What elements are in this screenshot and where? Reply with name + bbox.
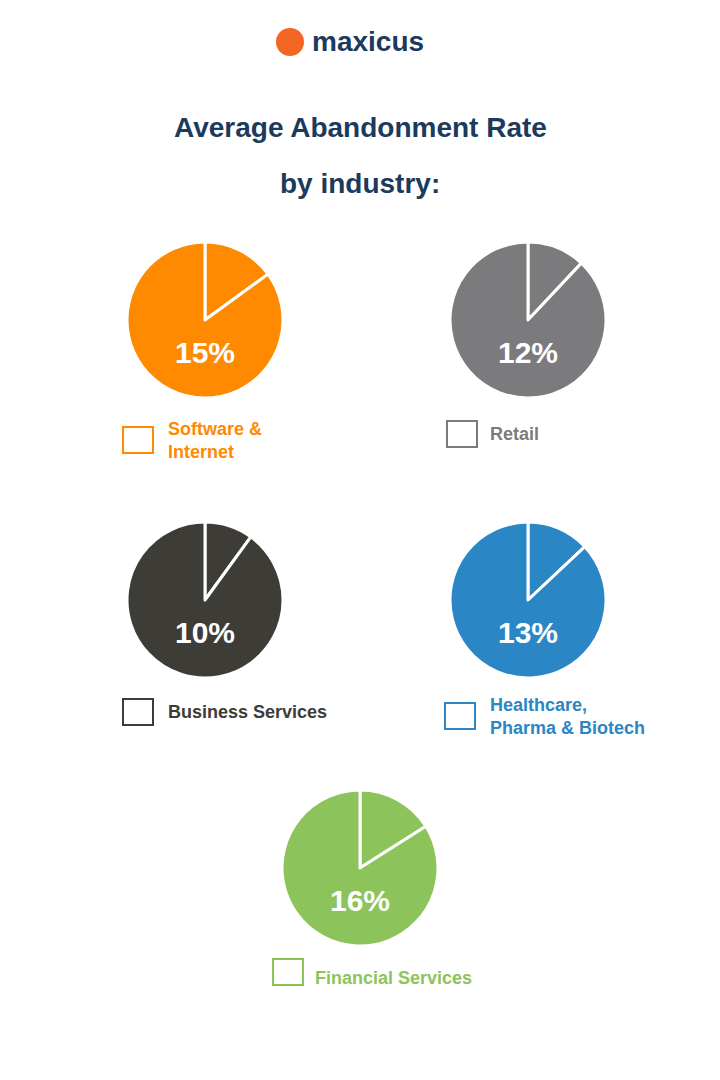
svg-text:Business Services: Business Services	[168, 702, 327, 722]
svg-text:Software &Internet: Software &Internet	[168, 419, 262, 462]
svg-text:maxicus: maxicus	[312, 26, 424, 57]
svg-text:12%: 12%	[498, 336, 558, 369]
svg-text:Average Abandonment Rate: Average Abandonment Rate	[174, 112, 547, 143]
svg-text:16%: 16%	[330, 884, 390, 917]
svg-text:Retail: Retail	[490, 424, 539, 444]
svg-text:13%: 13%	[498, 616, 558, 649]
svg-text:15%: 15%	[175, 336, 235, 369]
svg-text:Healthcare,Pharma & Biotech: Healthcare,Pharma & Biotech	[490, 695, 645, 738]
svg-text:Financial Services: Financial Services	[315, 968, 472, 988]
svg-text:10%: 10%	[175, 616, 235, 649]
svg-text:by industry:: by industry:	[280, 168, 440, 199]
